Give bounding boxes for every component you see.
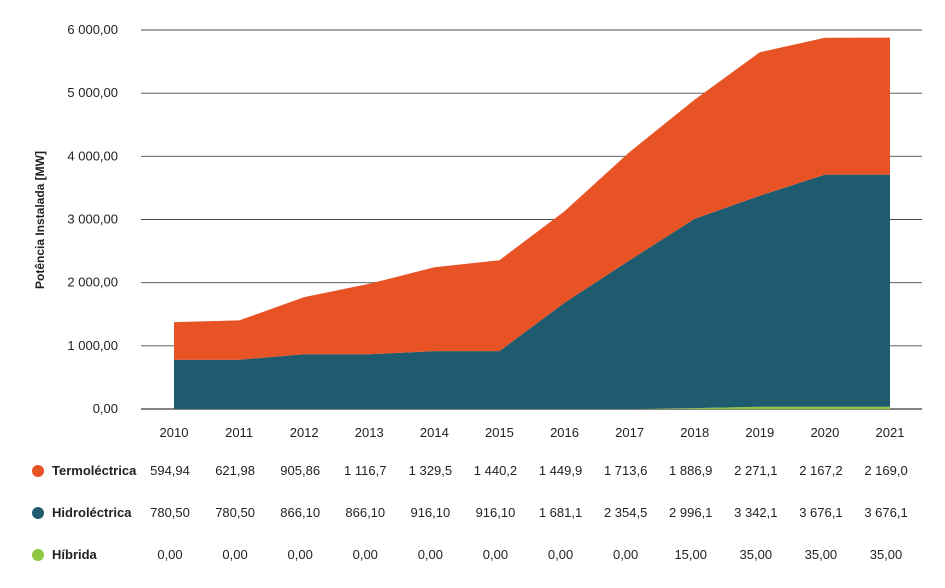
table-cell: 35,00	[870, 547, 903, 562]
table-cell: 594,94	[150, 463, 190, 478]
y-axis: 0,00 1 000,00 2 000,00 3 000,00 4 000,00 5 00…	[67, 22, 118, 416]
x-tick-label: 2018	[680, 425, 709, 440]
area-hidrolectrica	[174, 174, 890, 409]
table-cell: 1 329,5	[409, 463, 452, 478]
y-tick-label: 4 000,00	[67, 148, 118, 163]
table-cell: 1 116,7	[344, 463, 386, 478]
table-cell: 0,00	[418, 547, 443, 562]
x-tick-label: 2011	[225, 425, 253, 440]
table-cell: 0,00	[157, 547, 182, 562]
y-tick-label: 0,00	[93, 401, 118, 416]
data-table: Termoléctrica 594,94 621,98 905,86 1 116,7 1 …	[32, 463, 908, 562]
y-tick-label: 6 000,00	[67, 22, 118, 37]
table-cell: 621,98	[215, 463, 255, 478]
legend-label-termolectrica: Termoléctrica	[52, 463, 137, 478]
legend-marker-termolectrica	[32, 465, 44, 477]
table-cell: 866,10	[280, 505, 320, 520]
table-cell: 2 271,1	[734, 463, 777, 478]
table-cell: 780,50	[215, 505, 255, 520]
table-cell: 3 676,1	[799, 505, 842, 520]
table-cell: 0,00	[288, 547, 313, 562]
x-tick-label: 2019	[745, 425, 774, 440]
legend-label-hidrolectrica: Hidroléctrica	[52, 505, 132, 520]
table-cell: 1 449,9	[539, 463, 582, 478]
table-cell: 2 354,5	[604, 505, 647, 520]
legend-label-hibrida: Híbrida	[52, 547, 98, 562]
x-axis: 2010 2011 2012 2013 2014 2015 2016 2017 2018 2019…	[160, 425, 905, 440]
y-tick-label: 5 000,00	[67, 85, 118, 100]
table-cell: 1 713,6	[604, 463, 647, 478]
x-tick-label: 2013	[355, 425, 384, 440]
table-cell: 35,00	[805, 547, 838, 562]
table-cell: 0,00	[222, 547, 247, 562]
x-tick-label: 2014	[420, 425, 449, 440]
x-tick-label: 2016	[550, 425, 579, 440]
table-cell: 1 440,2	[474, 463, 517, 478]
table-cell: 3 676,1	[864, 505, 907, 520]
table-cell: 2 169,0	[864, 463, 907, 478]
y-tick-label: 2 000,00	[67, 275, 118, 290]
table-cell: 916,10	[410, 505, 450, 520]
table-cell: 3 342,1	[734, 505, 777, 520]
x-tick-label: 2010	[160, 425, 189, 440]
table-cell: 2 996,1	[669, 505, 712, 520]
table-cell: 866,10	[345, 505, 385, 520]
table-cell: 905,86	[280, 463, 320, 478]
x-tick-label: 2017	[615, 425, 644, 440]
legend-marker-hidrolectrica	[32, 507, 44, 519]
table-cell: 916,10	[476, 505, 516, 520]
legend-marker-hibrida	[32, 549, 44, 561]
y-axis-title: Potência Instalada [MW]	[33, 151, 47, 289]
table-cell: 2 167,2	[799, 463, 842, 478]
x-tick-label: 2021	[876, 425, 905, 440]
y-tick-label: 3 000,00	[67, 212, 118, 227]
table-cell: 0,00	[548, 547, 573, 562]
table-cell: 1 681,1	[539, 505, 582, 520]
table-cell: 0,00	[353, 547, 378, 562]
x-tick-label: 2015	[485, 425, 514, 440]
table-cell: 0,00	[613, 547, 638, 562]
table-cell: 15,00	[674, 547, 707, 562]
table-cell: 1 886,9	[669, 463, 712, 478]
table-cell: 0,00	[483, 547, 508, 562]
area-hibrida	[174, 406, 890, 409]
area-termolectrica	[174, 37, 890, 360]
x-tick-label: 2020	[810, 425, 839, 440]
y-tick-label: 1 000,00	[67, 338, 118, 353]
table-cell: 780,50	[150, 505, 190, 520]
table-cell: 35,00	[740, 547, 773, 562]
x-tick-label: 2012	[290, 425, 319, 440]
area-series	[174, 37, 890, 409]
